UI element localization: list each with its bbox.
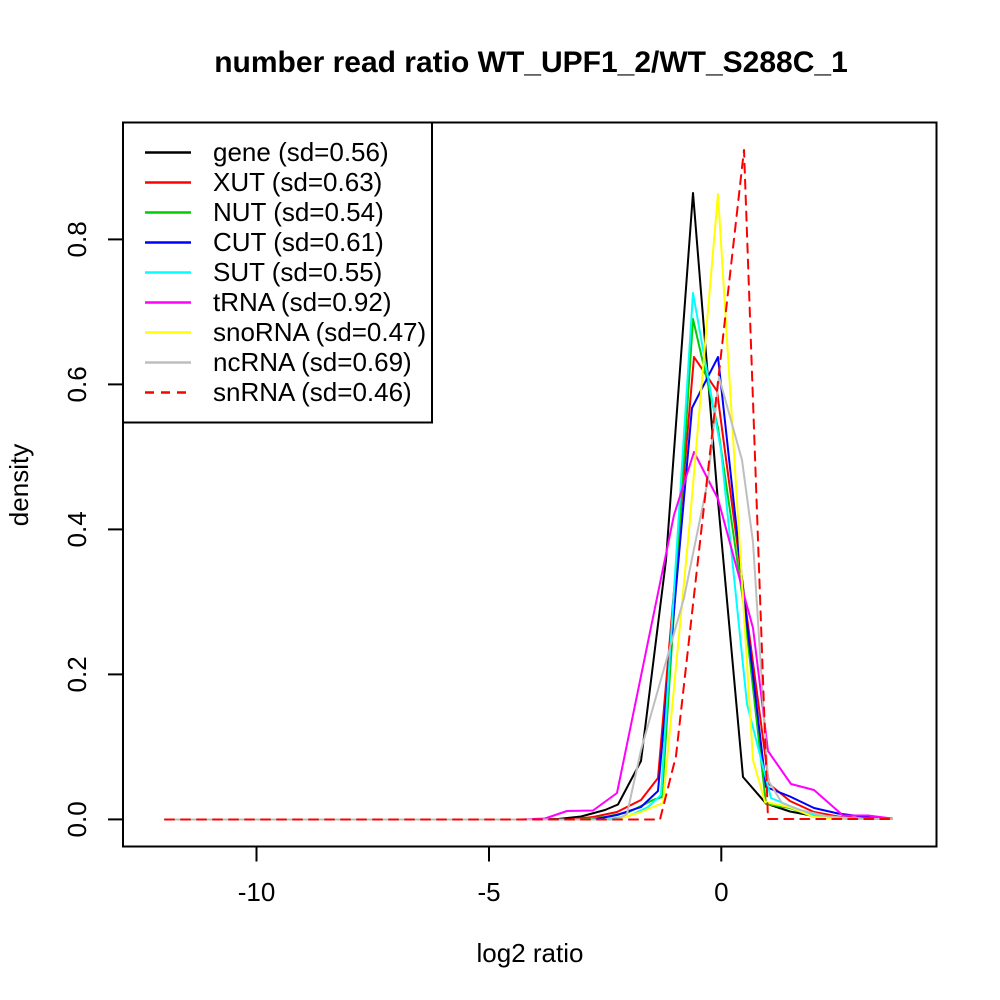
svg-text:-5: -5 [477, 877, 500, 907]
svg-text:0.6: 0.6 [62, 366, 92, 402]
svg-text:0: 0 [714, 877, 728, 907]
svg-text:CUT (sd=0.61): CUT (sd=0.61) [213, 227, 384, 257]
svg-text:SUT (sd=0.55): SUT (sd=0.55) [213, 257, 382, 287]
svg-text:NUT (sd=0.54): NUT (sd=0.54) [213, 197, 384, 227]
svg-text:log2 ratio: log2 ratio [477, 938, 584, 968]
svg-text:XUT (sd=0.63): XUT (sd=0.63) [213, 167, 382, 197]
svg-text:density: density [4, 444, 34, 526]
svg-text:0.8: 0.8 [62, 221, 92, 257]
svg-text:tRNA (sd=0.92): tRNA (sd=0.92) [213, 287, 391, 317]
svg-text:0.4: 0.4 [62, 511, 92, 547]
svg-text:number read ratio WT_UPF1_2/WT: number read ratio WT_UPF1_2/WT_S288C_1 [214, 46, 848, 79]
svg-text:0.2: 0.2 [62, 656, 92, 692]
svg-text:gene (sd=0.56): gene (sd=0.56) [213, 137, 389, 167]
svg-text:0.0: 0.0 [62, 801, 92, 837]
svg-text:snoRNA (sd=0.47): snoRNA (sd=0.47) [213, 317, 426, 347]
svg-text:-10: -10 [238, 877, 276, 907]
svg-text:snRNA (sd=0.46): snRNA (sd=0.46) [213, 377, 412, 407]
svg-text:ncRNA (sd=0.69): ncRNA (sd=0.69) [213, 347, 412, 377]
